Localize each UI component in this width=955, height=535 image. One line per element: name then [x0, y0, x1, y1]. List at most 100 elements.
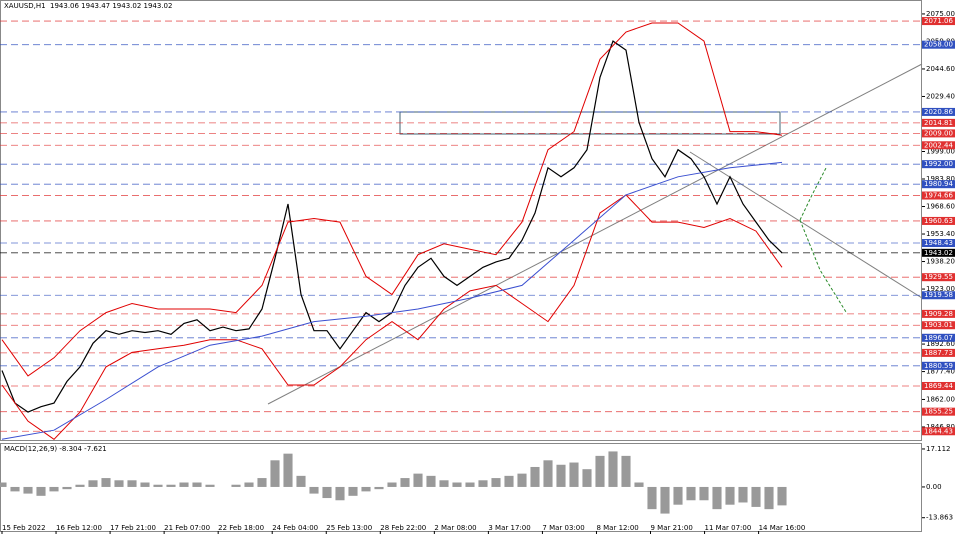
x-tick-label: 25 Feb 13:00 — [326, 524, 372, 532]
macd-bar — [75, 484, 85, 487]
macd-bar — [426, 475, 436, 487]
level-box — [922, 333, 955, 342]
level-box — [922, 17, 955, 26]
level-box — [922, 273, 955, 282]
macd-bar — [387, 482, 397, 487]
macd-bar — [192, 482, 202, 487]
macd-bar — [777, 486, 787, 506]
price-line — [1, 194, 783, 440]
level-label: 2009.00 — [924, 129, 953, 137]
macd-bar — [556, 464, 566, 487]
macd-frame — [0, 443, 922, 532]
level-label: 1844.43 — [924, 427, 953, 435]
macd-bar — [621, 455, 631, 487]
y-tick-label: 2029.40 — [926, 92, 955, 100]
level-box — [922, 129, 955, 138]
macd-bar — [10, 486, 20, 492]
ohlc: 1943.06 1943.47 1943.02 1943.02 — [50, 2, 172, 10]
level-box — [922, 141, 955, 150]
trend-line — [267, 63, 923, 405]
level-label: 1869.44 — [924, 382, 953, 390]
level-label: 1887.73 — [924, 349, 953, 357]
y-tick-label: 1892.60 — [926, 340, 955, 348]
macd-bar — [361, 486, 371, 492]
level-box — [922, 107, 955, 116]
x-tick-label: 28 Feb 22:00 — [380, 524, 426, 532]
y-tick-label: 1953.40 — [926, 230, 955, 238]
level-label: 1903.01 — [924, 321, 953, 329]
macd-bar — [764, 486, 774, 510]
macd-bar — [0, 482, 7, 487]
macd-bar — [257, 478, 267, 487]
level-box — [922, 407, 955, 416]
macd-bar — [101, 478, 111, 487]
level-box — [922, 348, 955, 357]
macd-bar — [244, 482, 254, 487]
arrow-up — [799, 167, 827, 221]
macd-bar — [296, 475, 306, 487]
macd-bar — [62, 486, 72, 490]
macd-bar — [491, 478, 501, 487]
macd-bar — [582, 469, 592, 487]
y-tick-label: 17.112 — [926, 445, 951, 453]
macd-bar — [608, 451, 618, 487]
level-label: 2020.86 — [924, 108, 953, 116]
macd-bar — [335, 486, 345, 501]
level-label: 2071.06 — [924, 17, 953, 25]
macd-bar — [348, 486, 358, 496]
macd-bar — [114, 480, 124, 487]
x-tick-label: 7 Mar 03:00 — [542, 524, 584, 532]
x-tick-label: 15 Feb 2022 — [2, 524, 46, 532]
x-tick-label: 11 Mar 07:00 — [705, 524, 752, 532]
level-box — [922, 309, 955, 318]
x-tick-label: 2 Mar 08:00 — [434, 524, 476, 532]
level-label: 1943.02 — [924, 249, 953, 257]
x-tick-label: 14 Mar 16:00 — [759, 524, 806, 532]
level-box — [922, 291, 955, 300]
macd-bar — [309, 486, 319, 494]
level-label: 1919.58 — [924, 291, 953, 299]
level-box — [922, 216, 955, 225]
macd-bar — [283, 453, 293, 487]
macd-bar — [673, 486, 683, 505]
y-tick-label: 1938.20 — [926, 258, 955, 266]
main-frame — [0, 0, 922, 441]
y-tick-label: 2044.60 — [926, 65, 955, 73]
macd-bar — [569, 462, 579, 487]
macd-bar — [49, 486, 59, 492]
level-box — [922, 248, 955, 257]
x-tick-label: 16 Feb 12:00 — [56, 524, 102, 532]
macd-bar — [127, 480, 137, 487]
macd-bar — [322, 486, 332, 499]
level-box — [922, 321, 955, 330]
y-tick-label: 2075.00 — [926, 10, 955, 18]
level-box — [922, 180, 955, 189]
macd-bar — [725, 486, 735, 505]
level-label: 1992.00 — [924, 160, 953, 168]
macd-bar — [179, 482, 189, 487]
macd-bar — [660, 486, 670, 514]
macd-bar — [413, 473, 423, 487]
macd-bar — [374, 486, 384, 490]
macd-bar — [504, 475, 514, 487]
level-box — [922, 40, 955, 49]
level-label: 2058.00 — [924, 41, 953, 49]
x-tick-label: 22 Feb 18:00 — [218, 524, 264, 532]
level-box — [922, 239, 955, 248]
y-tick-label: 1923.00 — [926, 285, 955, 293]
macd-bar — [751, 486, 761, 507]
price-line — [1, 22, 783, 377]
level-label: 1880.59 — [924, 362, 953, 370]
macd-bar — [647, 486, 657, 510]
level-label: 2002.44 — [924, 141, 953, 149]
x-tick-label: 8 Mar 12:00 — [596, 524, 638, 532]
macd-bar — [634, 482, 644, 487]
macd-bar — [517, 473, 527, 487]
x-tick-label: 9 Mar 21:00 — [651, 524, 693, 532]
macd-bar — [231, 484, 241, 487]
level-label: 2014.81 — [924, 119, 953, 127]
y-tick-label: 1877.40 — [926, 368, 955, 376]
x-tick-label: 21 Feb 07:00 — [164, 524, 210, 532]
